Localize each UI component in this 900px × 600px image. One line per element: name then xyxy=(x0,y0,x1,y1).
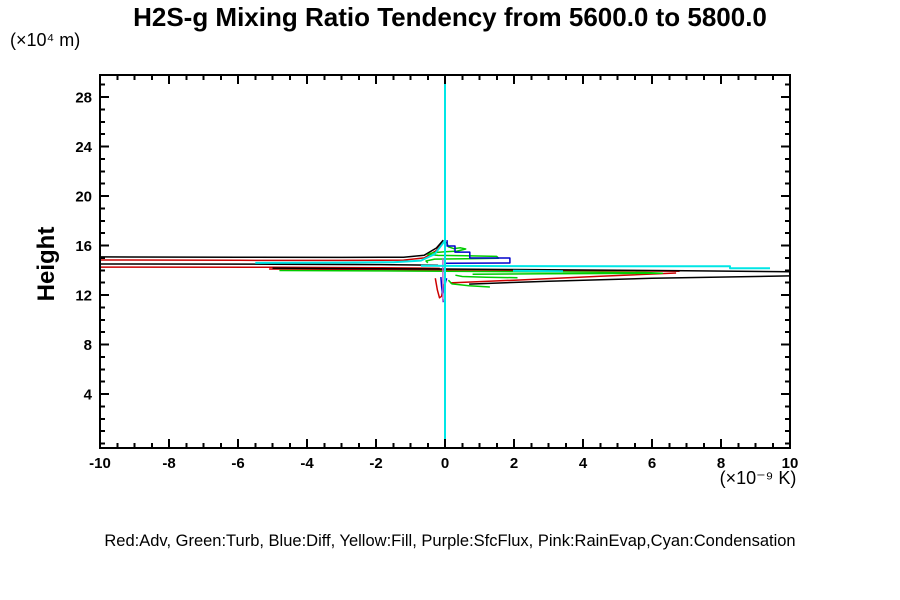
curve-black-net xyxy=(99,263,439,267)
y-tick-label: 4 xyxy=(84,387,93,404)
curve-Turb xyxy=(425,241,500,264)
curve-black-net xyxy=(469,275,791,285)
y-tick-label: 12 xyxy=(75,288,92,305)
y-tick-label: 28 xyxy=(75,90,92,107)
curve-Diff xyxy=(445,240,511,264)
curve-Condensation xyxy=(255,239,446,264)
y-tick-label: 20 xyxy=(75,189,92,206)
y-tick-label: 24 xyxy=(75,139,92,156)
y-axis-unit-label: (×10⁴ m) xyxy=(10,30,81,50)
x-tick-label: -10 xyxy=(89,455,111,472)
x-tick-label: 4 xyxy=(579,455,588,472)
x-tick-label: 8 xyxy=(717,455,725,472)
curve-Turb xyxy=(447,279,490,288)
chart-title: H2S-g Mixing Ratio Tendency from 5600.0 … xyxy=(133,2,767,32)
x-axis-unit-label: (×10⁻⁹ K) xyxy=(719,468,797,488)
x-tick-label: 2 xyxy=(510,455,518,472)
curve-Condensation xyxy=(420,264,770,270)
x-tick-label: -4 xyxy=(300,455,314,472)
legend-text: Red:Adv, Green:Turb, Blue:Diff, Yellow:F… xyxy=(104,532,796,550)
x-tick-label: -2 xyxy=(369,455,382,472)
x-tick-label: -6 xyxy=(231,455,244,472)
curve-Condensation xyxy=(512,269,564,273)
x-tick-label: 6 xyxy=(648,455,656,472)
curve-Turb xyxy=(279,269,664,275)
x-tick-label: 0 xyxy=(441,455,449,472)
curve-black-net xyxy=(272,267,791,273)
curve-Adv xyxy=(450,272,677,284)
y-tick-label: 16 xyxy=(75,238,92,255)
curve-Turb xyxy=(455,274,518,279)
curve-black-net xyxy=(99,239,444,259)
y-tick-label: 8 xyxy=(84,337,92,354)
x-tick-label: -8 xyxy=(162,455,175,472)
x-tick-label: 10 xyxy=(782,455,799,472)
